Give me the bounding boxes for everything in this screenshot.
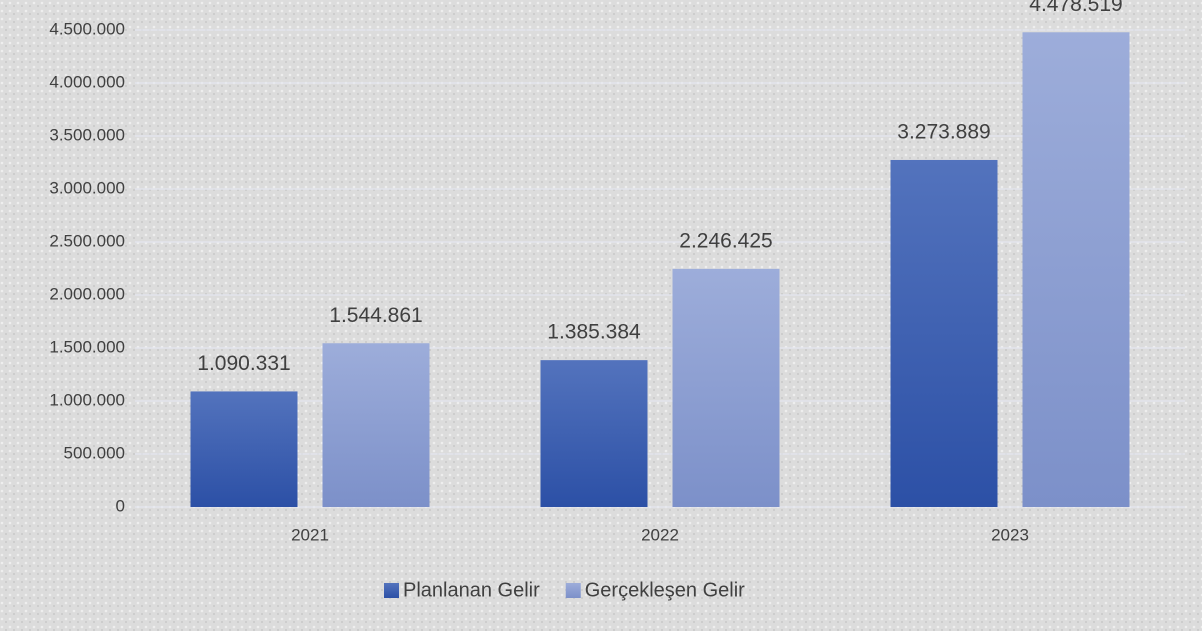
y-tick-label: 3.500.000 xyxy=(49,125,125,144)
bar xyxy=(322,343,430,507)
bar xyxy=(190,391,298,507)
data-label: 3.273.889 xyxy=(897,121,990,144)
bar xyxy=(672,268,780,507)
data-label: 1.385.384 xyxy=(547,321,641,344)
y-tick-label: 3.000.000 xyxy=(49,178,125,197)
legend-label: Planlanan Gelir xyxy=(403,579,540,601)
y-tick-label: 500.000 xyxy=(64,443,125,462)
y-tick-label: 1.500.000 xyxy=(49,337,125,356)
legend-swatch xyxy=(565,583,581,598)
y-tick-label: 4.500.000 xyxy=(49,19,125,38)
y-tick-label: 0 xyxy=(116,496,125,515)
data-label: 1.090.331 xyxy=(197,352,290,375)
y-tick-label: 4.000.000 xyxy=(49,72,125,91)
data-label: 2.246.425 xyxy=(679,229,772,252)
legend-label: Gerçekleşen Gelir xyxy=(585,579,745,601)
x-tick-label: 2022 xyxy=(641,525,679,544)
data-label: 4.478.519 xyxy=(1029,0,1122,16)
bar xyxy=(890,159,998,507)
y-tick-label: 1.000.000 xyxy=(49,390,125,409)
legend-swatch xyxy=(384,583,399,598)
y-tick-label: 2.500.000 xyxy=(49,231,125,250)
bar xyxy=(540,360,648,507)
x-tick-label: 2021 xyxy=(291,525,329,544)
y-tick-label: 2.000.000 xyxy=(49,284,125,303)
x-tick-label: 2023 xyxy=(991,525,1029,544)
bar xyxy=(1022,32,1130,508)
data-label: 1.544.861 xyxy=(329,304,422,327)
